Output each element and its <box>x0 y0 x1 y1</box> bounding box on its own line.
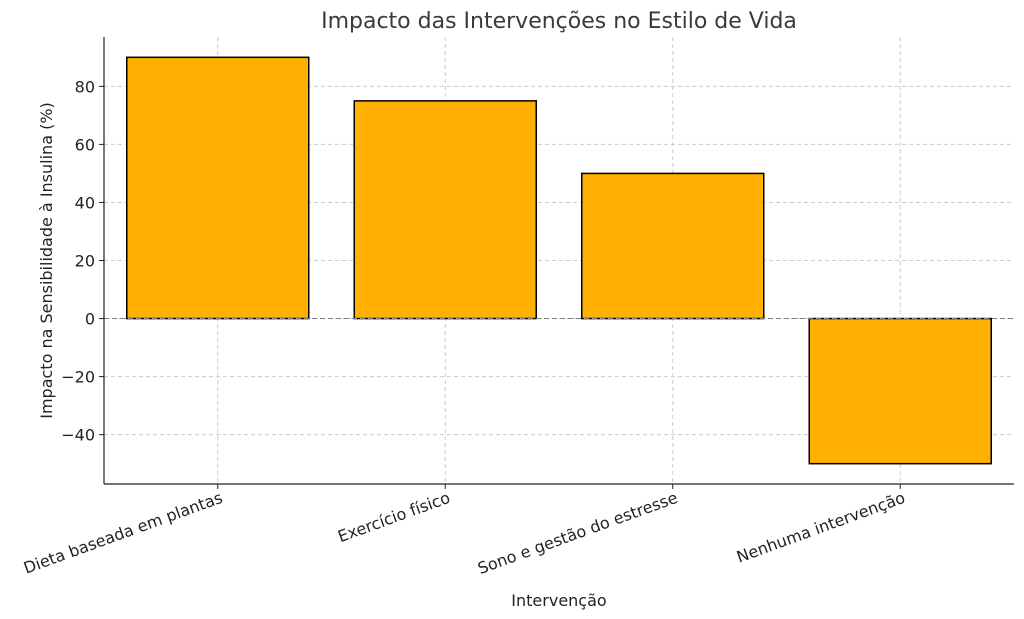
bar-1 <box>353 100 537 320</box>
bar-0 <box>126 56 310 320</box>
x-axis-label: Intervenção <box>511 591 606 610</box>
x-tick-label: Dieta baseada em plantas <box>21 488 225 578</box>
bar-2 <box>581 172 765 320</box>
y-tick-label: 80 <box>75 77 95 96</box>
x-ticks: Dieta baseada em plantas Exercício físico… <box>21 484 908 578</box>
y-ticks: −40 −20 0 20 40 60 80 <box>61 77 104 445</box>
y-tick-label: −20 <box>61 368 95 387</box>
y-axis-label: Impacto na Sensibilidade à Insulina (%) <box>37 102 56 419</box>
x-tick-label: Exercício físico <box>335 488 452 546</box>
bars-layer <box>104 56 1014 465</box>
y-tick-label: 60 <box>75 135 95 154</box>
x-tick-label: Nenhuma intervenção <box>734 488 908 567</box>
bar-3 <box>808 317 992 465</box>
y-tick-label: 20 <box>75 252 95 271</box>
y-tick-label: −40 <box>61 426 95 445</box>
chart-title: Impacto das Intervenções no Estilo de Vi… <box>321 9 797 34</box>
x-tick-label: Sono e gestão do estresse <box>475 488 680 578</box>
y-tick-label: 0 <box>85 310 95 329</box>
y-tick-label: 40 <box>75 193 95 212</box>
